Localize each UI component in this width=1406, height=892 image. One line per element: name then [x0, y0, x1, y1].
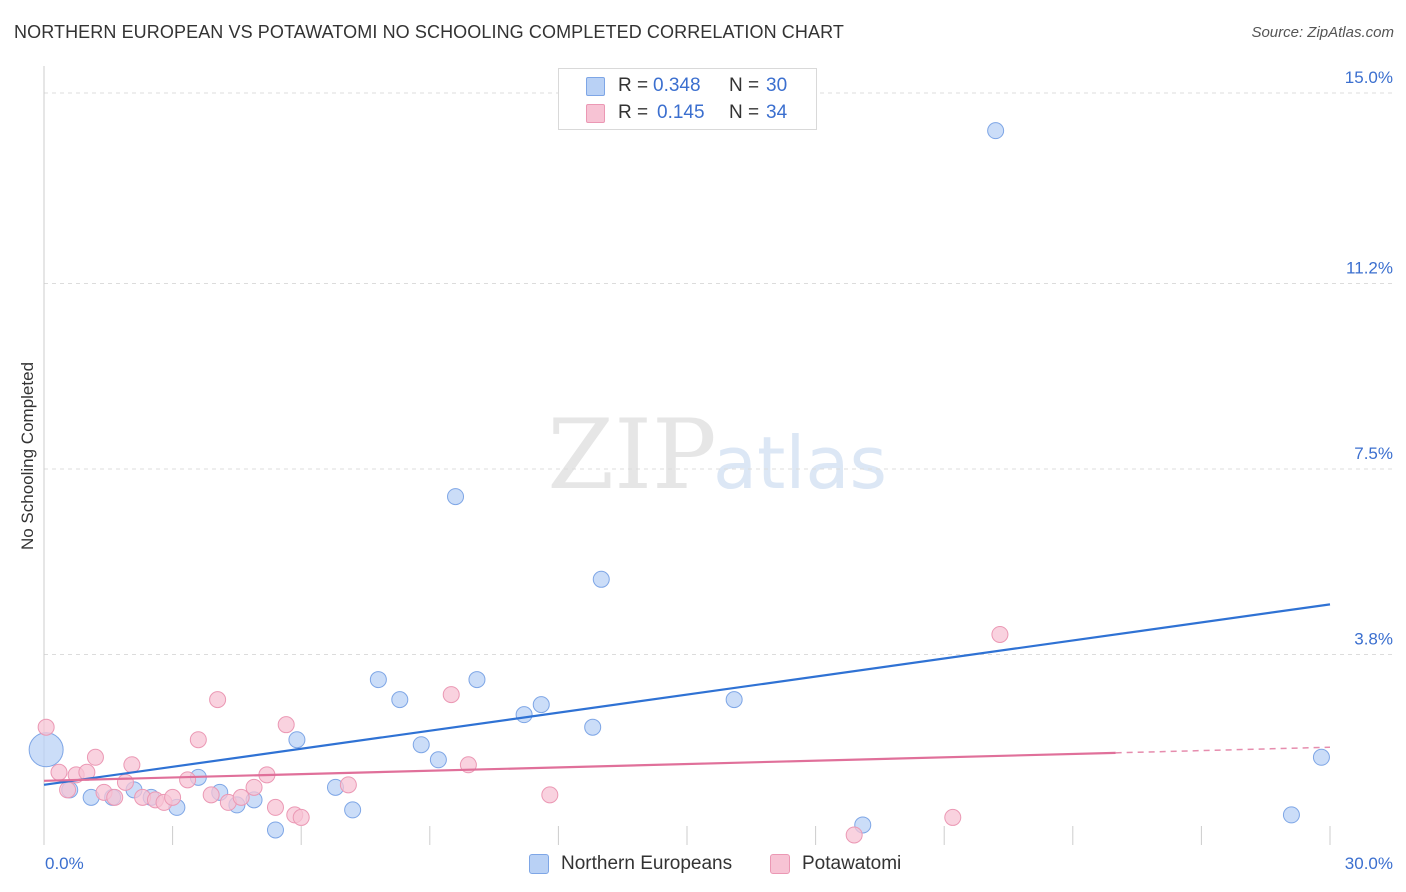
- data-point: [164, 788, 182, 806]
- legend-n-label: N =: [729, 102, 760, 123]
- data-point: [412, 736, 430, 754]
- data-point: [123, 756, 141, 774]
- data-point: [266, 798, 284, 816]
- data-point: [37, 718, 55, 736]
- legend-n-value: 34: [766, 102, 788, 123]
- trend-line-extension: [1115, 746, 1331, 754]
- data-point: [179, 771, 197, 789]
- trend-line-northern-europeans: [43, 603, 1331, 786]
- chart-title: NORTHERN EUROPEAN VS POTAWATOMI NO SCHOO…: [14, 22, 844, 42]
- data-point: [725, 691, 743, 709]
- legend-r-value: 0.145: [657, 102, 705, 123]
- data-point: [245, 778, 263, 796]
- data-point: [991, 625, 1009, 643]
- legend-r-label: R =: [618, 102, 649, 123]
- data-point: [344, 801, 362, 819]
- x-tick-label: 30.0%: [1345, 854, 1393, 873]
- data-point: [189, 731, 207, 749]
- legend-r-value: 0.348: [653, 75, 701, 96]
- data-point: [106, 788, 124, 806]
- data-point: [339, 776, 357, 794]
- legend-swatch-potawatomi: [586, 104, 605, 123]
- trend-lines: [43, 603, 1331, 786]
- watermark-atlas: atlas: [713, 421, 887, 505]
- data-point: [944, 808, 962, 826]
- legend-n-label: N =: [729, 75, 760, 96]
- y-tick-label: 15.0%: [1345, 68, 1393, 87]
- legend-swatch-northern-europeans: [586, 77, 605, 96]
- x-tick-label: 0.0%: [45, 854, 84, 873]
- bottom-legend-label: Northern Europeans: [561, 853, 733, 874]
- data-point: [1312, 748, 1330, 766]
- data-point: [532, 696, 550, 714]
- data-point: [541, 786, 559, 804]
- bottom-legend-swatch-pink: [770, 854, 790, 874]
- trend-line-potawatomi: [43, 751, 1116, 782]
- data-point: [369, 671, 387, 689]
- data-point: [202, 786, 220, 804]
- axes: [43, 66, 1331, 845]
- data-point: [59, 781, 77, 799]
- grid-lines: [44, 92, 1392, 656]
- data-point: [116, 773, 134, 791]
- data-point: [515, 706, 533, 724]
- data-point: [447, 488, 465, 506]
- data-point: [50, 763, 68, 781]
- series-potawatomi: [37, 625, 1009, 844]
- data-point: [391, 691, 409, 709]
- data-point: [845, 826, 863, 844]
- data-point: [86, 748, 104, 766]
- data-point: [592, 570, 610, 588]
- data-point: [266, 821, 284, 839]
- y-tick-label: 7.5%: [1354, 444, 1393, 463]
- bottom-legend-label: Potawatomi: [802, 853, 902, 874]
- legend-r-label: R =: [618, 75, 649, 96]
- legend-n-value: 30: [766, 75, 788, 96]
- watermark: ZIP atlas: [547, 399, 887, 511]
- legend-entry-2: R = 0.145 N = 34: [586, 101, 816, 127]
- data-point: [232, 788, 250, 806]
- y-tick-label: 3.8%: [1354, 630, 1393, 649]
- data-point: [1282, 806, 1300, 824]
- data-point: [442, 686, 460, 704]
- data-point: [429, 751, 447, 769]
- legend-entry-1: R = 0.348 N = 30: [586, 74, 816, 100]
- data-point: [584, 718, 602, 736]
- data-point: [468, 671, 486, 689]
- data-point: [209, 691, 227, 709]
- data-point: [277, 716, 295, 734]
- watermark-zip: ZIP: [547, 399, 716, 511]
- y-tick-label: 11.2%: [1346, 259, 1393, 278]
- bottom-legend-swatch-blue: [529, 854, 549, 874]
- data-point: [28, 732, 64, 768]
- data-point: [987, 122, 1005, 140]
- data-series: [28, 122, 1330, 844]
- source-label: Source: ZipAtlas.com: [1251, 24, 1394, 41]
- data-point: [292, 808, 310, 826]
- tick-labels: 3.8% 7.5% 11.2% 15.0% 0.0% 30.0%: [45, 68, 1393, 873]
- data-point: [288, 731, 306, 749]
